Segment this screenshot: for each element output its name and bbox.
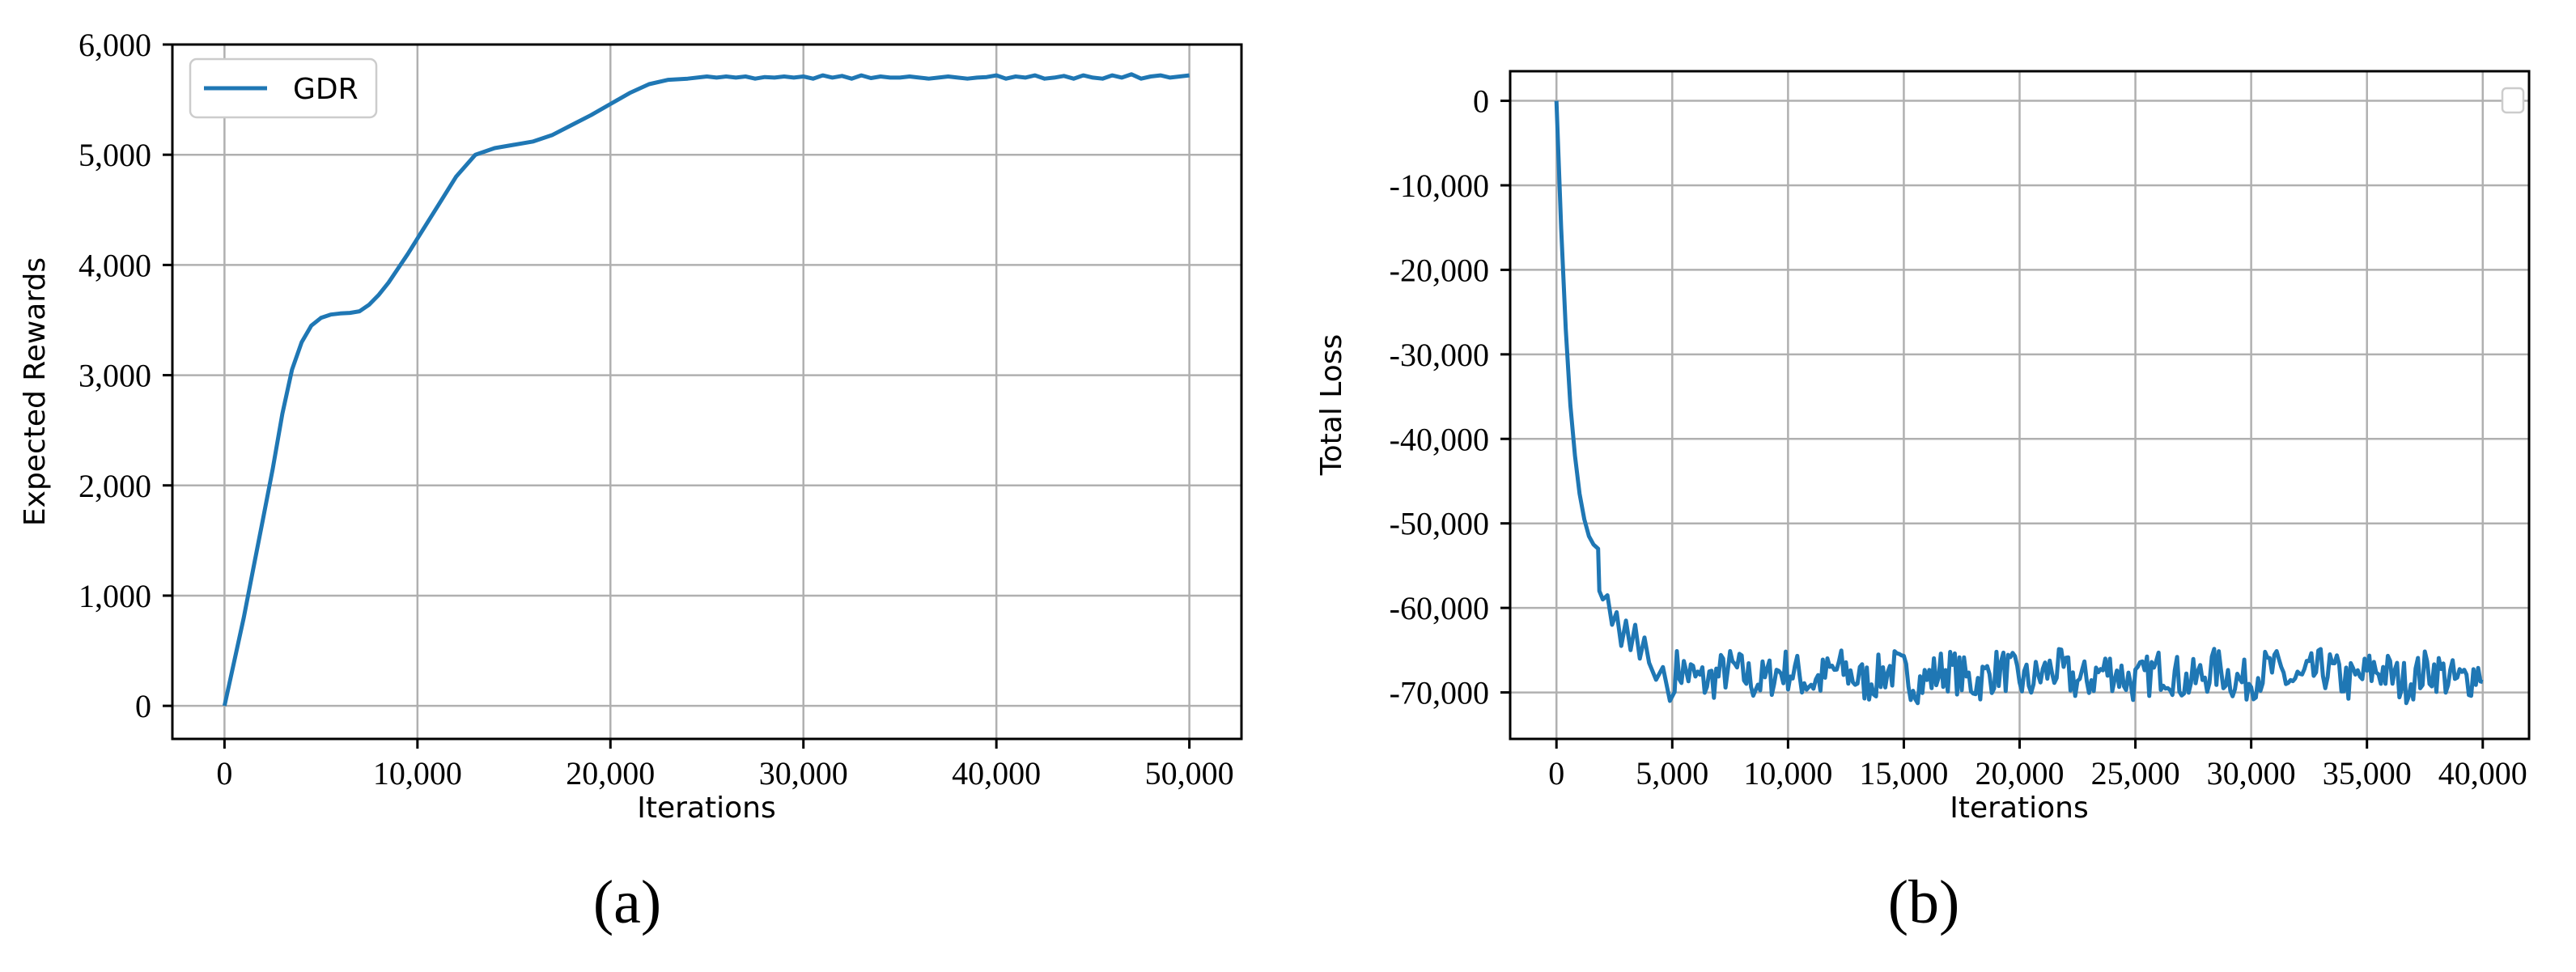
x-tick-label: 10,000	[373, 755, 462, 792]
y-tick-label: -20,000	[1390, 252, 1489, 288]
x-tick-label: 40,000	[2438, 755, 2527, 792]
x-tick-label: 25,000	[2091, 755, 2180, 792]
y-tick-label: 4,000	[79, 247, 151, 283]
x-tick-label: 0	[1548, 755, 1564, 792]
x-tick-label: 50,000	[1145, 755, 1234, 792]
y-tick-label: -10,000	[1390, 168, 1489, 204]
x-tick-label: 15,000	[1859, 755, 1948, 792]
y-tick-label: -70,000	[1390, 675, 1489, 711]
x-tick-label: 10,000	[1743, 755, 1832, 792]
x-tick-label: 0	[216, 755, 232, 792]
x-tick-label: 30,000	[2207, 755, 2296, 792]
x-axis-title: Iterations	[1950, 792, 2088, 825]
x-tick-label: 20,000	[566, 755, 655, 792]
y-tick-label: 2,000	[79, 468, 151, 504]
y-tick-label: -60,000	[1390, 590, 1489, 626]
x-tick-label: 5,000	[1636, 755, 1708, 792]
panel-label: (b)	[1888, 868, 1960, 936]
y-tick-label: -30,000	[1390, 337, 1489, 373]
y-axis-title: Expected Rewards	[19, 257, 52, 526]
x-axis-title: Iterations	[637, 792, 775, 825]
x-tick-label: 30,000	[759, 755, 848, 792]
chart-panel-b: 0 5,000 10,000 15,000 20,000 25,000 30,000 35,0…	[1315, 70, 2531, 936]
x-tick-label: 35,000	[2323, 755, 2412, 792]
y-tick-label: 6,000	[79, 27, 151, 63]
plot-frame	[171, 43, 1243, 741]
y-tick-label: 0	[1473, 83, 1489, 120]
legend: GDR	[189, 57, 378, 119]
series-line	[222, 72, 1190, 707]
legend-box	[189, 57, 378, 119]
y-tick-label: 5,000	[79, 137, 151, 173]
y-tick-label: 3,000	[79, 358, 151, 394]
x-tick-label: 20,000	[1975, 755, 2065, 792]
legend-label: GDR	[293, 73, 359, 106]
y-tick-label: -40,000	[1390, 421, 1489, 457]
y-tick-label: -50,000	[1390, 506, 1489, 542]
y-axis-title: Total Loss	[1315, 334, 1348, 476]
legend-box-empty	[2501, 87, 2525, 114]
chart-panel-a: 0 10,000 20,000 30,000 40,000 50,000 0 1,000 2,0…	[19, 27, 1243, 936]
series-line	[1554, 100, 2484, 706]
panel-label: (a)	[593, 868, 661, 936]
y-tick-label: 1,000	[79, 578, 151, 614]
x-tick-label: 40,000	[952, 755, 1041, 792]
y-tick-label: 0	[135, 688, 151, 724]
